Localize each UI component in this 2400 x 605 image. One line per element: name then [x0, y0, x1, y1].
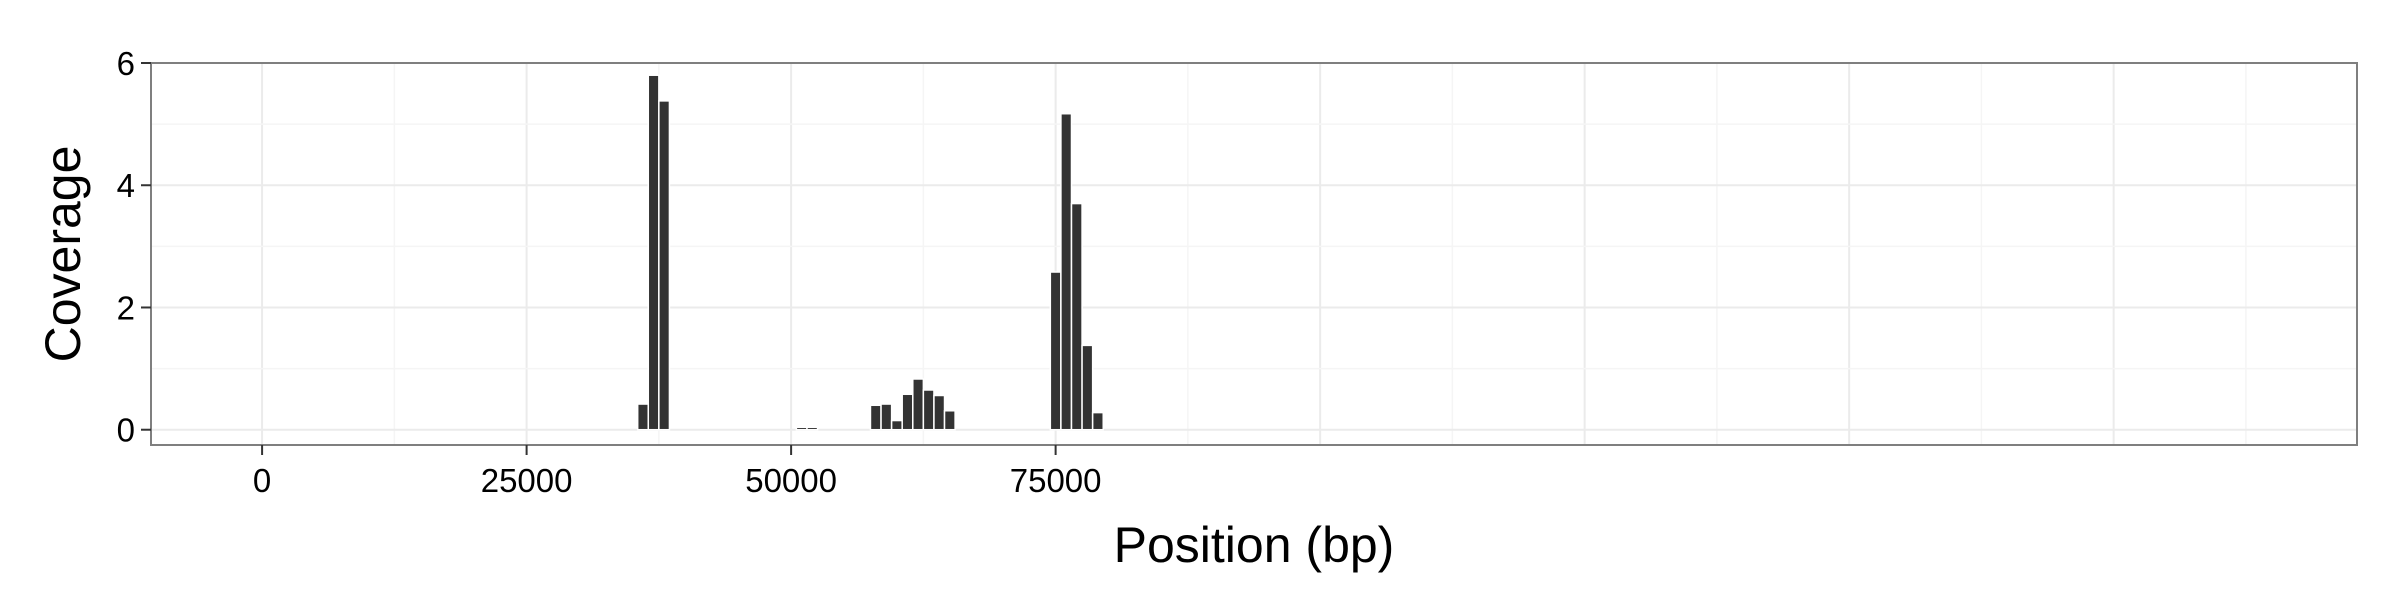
x-tick-label: 25000 — [481, 462, 573, 499]
x-axis-title: Position (bp) — [1114, 517, 1395, 573]
coverage-bar — [795, 426, 808, 431]
y-axis: 0 2 4 6 — [117, 45, 151, 449]
coverage-bar — [1091, 411, 1104, 431]
coverage-bar — [901, 393, 914, 431]
grid-lines — [151, 62, 2357, 445]
coverage-bar — [869, 404, 882, 431]
y-tick-label: 0 — [117, 412, 135, 449]
coverage-bar — [647, 74, 660, 431]
coverage-bar — [636, 403, 650, 431]
y-tick-label: 6 — [117, 45, 135, 82]
coverage-bar — [1049, 271, 1062, 431]
coverage-bar — [922, 389, 935, 431]
bars-group — [636, 74, 1104, 431]
coverage-bar — [890, 419, 903, 431]
panel-border — [150, 62, 2358, 446]
x-tick-label: 75000 — [1010, 462, 1102, 499]
coverage-bar — [943, 410, 956, 431]
coverage-bar — [658, 100, 671, 431]
y-tick-label: 2 — [117, 289, 135, 326]
coverage-bar — [933, 394, 946, 431]
coverage-bar — [806, 426, 819, 431]
x-tick-label: 0 — [253, 462, 271, 499]
y-tick-label: 4 — [117, 167, 135, 204]
y-axis-title: Coverage — [35, 146, 91, 363]
coverage-bar — [880, 403, 893, 431]
x-tick-label: 50000 — [745, 462, 837, 499]
coverage-bar — [1070, 202, 1083, 431]
x-axis: 0 25000 50000 75000 — [253, 445, 1102, 499]
coverage-bar — [912, 378, 925, 431]
coverage-bar — [1081, 344, 1094, 431]
coverage-bar — [1060, 112, 1073, 431]
